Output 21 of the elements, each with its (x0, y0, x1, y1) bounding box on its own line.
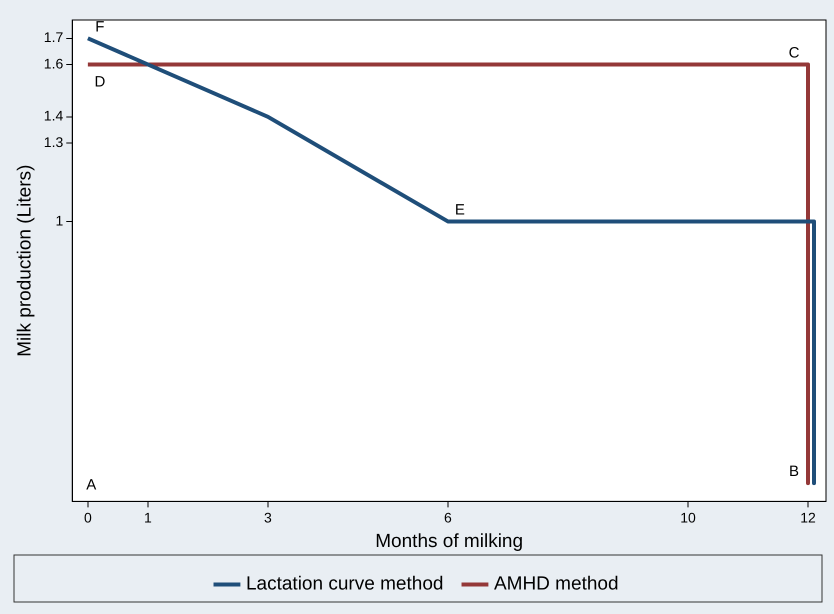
annotation: D (94, 74, 106, 91)
annotation: F (95, 18, 104, 36)
y-tick-label: 1.4 (44, 108, 64, 124)
annotation: A (86, 476, 96, 494)
x-tick-label: 1 (144, 510, 152, 526)
x-tick-label: 10 (680, 510, 696, 526)
annotation: B (788, 463, 800, 480)
x-axis-title: Months of milking (375, 530, 524, 552)
x-tick-label: 12 (800, 510, 816, 526)
y-axis-title: Milk production (Liters) (14, 164, 36, 357)
x-tick-label: 6 (444, 510, 452, 526)
y-tick-label: 1.3 (44, 134, 64, 150)
y-tick-label: 1 (55, 212, 64, 228)
annotation: E (454, 202, 465, 219)
y-tick-label: 1.7 (44, 29, 64, 46)
x-tick-label: 0 (84, 510, 92, 526)
x-tick-label: 3 (264, 510, 272, 526)
annotation: C (788, 44, 800, 62)
legend-label: Lactation curve method (246, 574, 444, 595)
y-tick-label: 1.6 (44, 55, 64, 72)
legend-label: AMHD method (494, 574, 619, 595)
